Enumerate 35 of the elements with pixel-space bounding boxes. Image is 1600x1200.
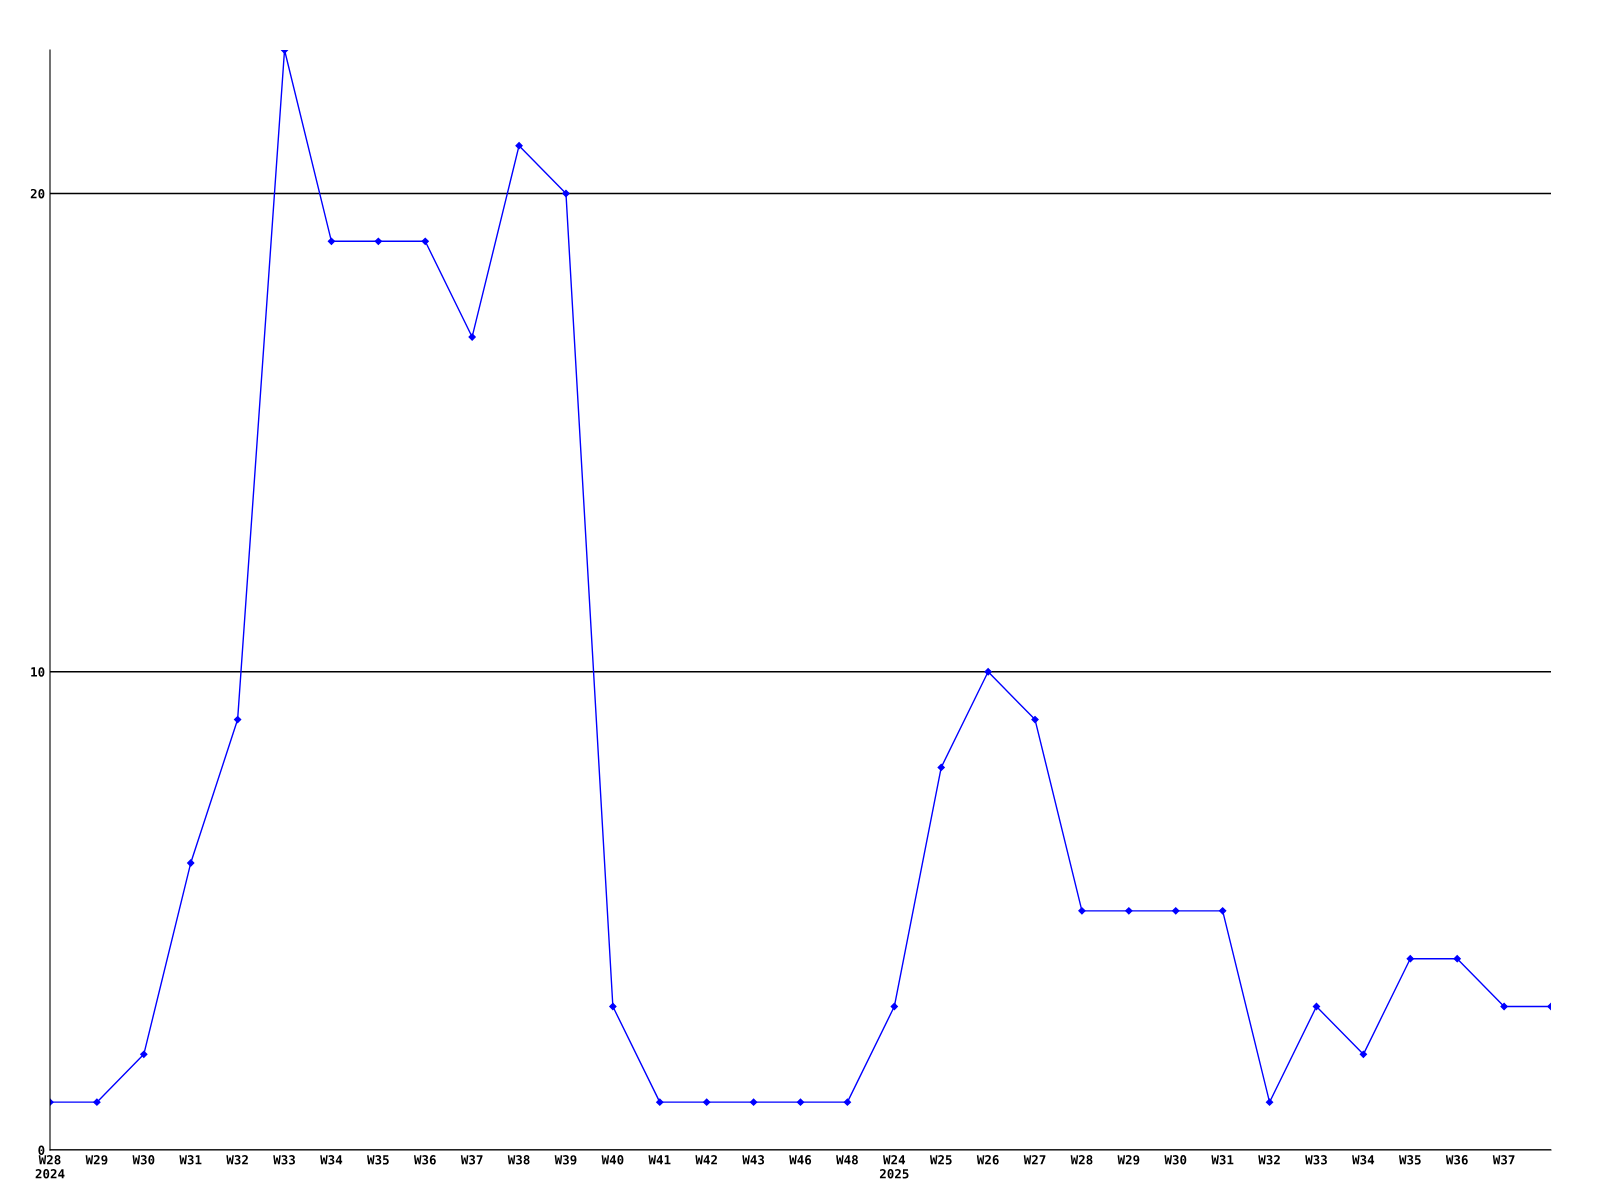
x-tick-label: W28	[1070, 1155, 1093, 1165]
x-tick-label: W28 2024	[35, 1155, 65, 1179]
y-tick-label: 20	[30, 188, 45, 199]
x-tick-label: W33	[273, 1155, 296, 1165]
x-tick-label: W25	[929, 1155, 952, 1165]
x-tick-label: W35	[1398, 1155, 1421, 1165]
y-tick-label: 10	[31, 667, 45, 677]
x-tick-label: W40	[601, 1155, 624, 1165]
x-tick-label: W39	[554, 1155, 577, 1165]
x-tick-label: W32	[1258, 1155, 1280, 1165]
x-tick-label: W24 2025	[879, 1155, 909, 1179]
x-tick-label: W37	[1492, 1155, 1515, 1165]
x-tick-label: W36	[1445, 1155, 1468, 1165]
x-tick-label: W29	[85, 1155, 108, 1165]
x-tick-label: W31	[1211, 1155, 1234, 1165]
x-tick-label: W26	[976, 1155, 999, 1165]
x-tick-label: W46	[789, 1155, 812, 1165]
x-tick-label: W35	[367, 1155, 389, 1165]
x-tick-label: W34	[1352, 1155, 1375, 1165]
y-tick-label: 0	[38, 1145, 45, 1155]
x-tick-label: W27	[1023, 1155, 1046, 1165]
x-tick-label: W30	[132, 1155, 155, 1165]
x-tick-label: W38	[507, 1155, 530, 1165]
x-tick-label: W37	[460, 1155, 483, 1165]
x-tick-label: W48	[836, 1155, 858, 1165]
x-tick-label: W33	[1305, 1155, 1327, 1165]
x-tick-label: W32	[226, 1155, 248, 1165]
x-tick-label: W41	[648, 1155, 671, 1165]
x-tick-label: W42	[695, 1155, 717, 1165]
x-tick-label: W36	[413, 1155, 436, 1165]
x-tick-label: W34	[320, 1155, 343, 1165]
x-tick-label: W31	[179, 1155, 202, 1165]
x-tick-label: W30	[1164, 1155, 1187, 1165]
x-tick-label: W29	[1117, 1155, 1140, 1165]
x-tick-label: W43	[742, 1155, 765, 1165]
